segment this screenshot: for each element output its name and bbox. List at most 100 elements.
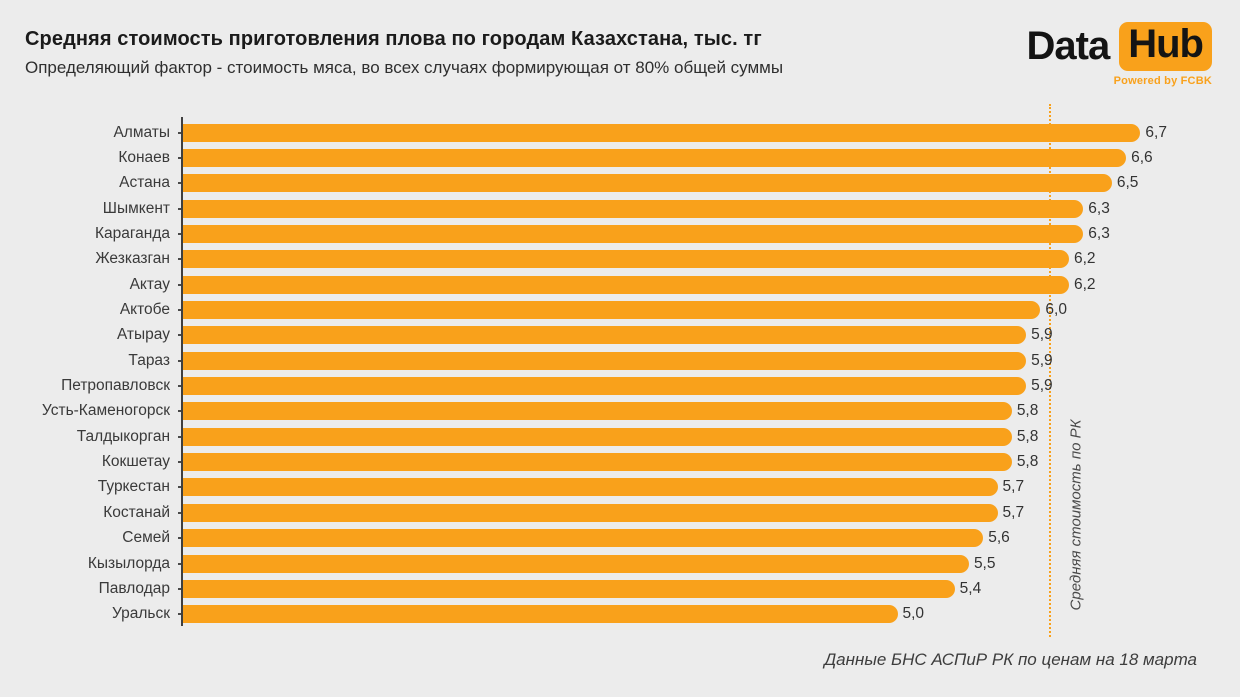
city-label: Жезказган: [95, 250, 170, 268]
axis-tick: [178, 486, 183, 489]
logo-tagline: Powered by FCBK: [1113, 75, 1212, 87]
bar-row: Тараз 5,9: [0, 348, 1240, 373]
bar: [183, 503, 998, 522]
bar: [183, 149, 1127, 168]
datahub-logo: Data Hub Powered by FCBK: [1027, 22, 1212, 87]
axis-tick: [178, 207, 183, 210]
city-label: Шымкент: [102, 199, 170, 217]
bar: [183, 402, 1012, 421]
axis-tick: [178, 258, 183, 261]
bar-row: Кокшетау 5,8: [0, 449, 1240, 474]
axis-tick: [178, 157, 183, 160]
logo-wordmark: Data Hub: [1027, 22, 1212, 71]
bar: [183, 427, 1012, 446]
chart-header: Средняя стоимость приготовления плова по…: [25, 28, 783, 78]
city-label: Петропавловск: [61, 377, 170, 395]
bar-row: Павлодар 5,4: [0, 576, 1240, 601]
bar-value-label: 5,6: [988, 529, 1010, 547]
axis-tick: [178, 511, 183, 514]
bar-row: Алматы 6,7: [0, 120, 1240, 145]
bar-row: Шымкент 6,3: [0, 196, 1240, 221]
axis-tick: [178, 233, 183, 236]
city-label: Атырау: [116, 326, 170, 344]
bar: [183, 225, 1084, 244]
city-label: Актау: [129, 275, 170, 293]
axis-tick: [178, 309, 183, 312]
bar-row: Атырау 5,9: [0, 323, 1240, 348]
bar-row: Актау 6,2: [0, 272, 1240, 297]
city-label: Туркестан: [97, 478, 170, 496]
axis-tick: [178, 283, 183, 286]
y-axis-line: [181, 117, 183, 626]
bar: [183, 123, 1141, 142]
bar-value-label: 6,6: [1131, 149, 1153, 167]
bar-value-label: 6,2: [1073, 250, 1096, 268]
bar-row: Актобе 6,0: [0, 297, 1240, 322]
bar: [183, 554, 969, 573]
axis-tick: [178, 182, 183, 185]
axis-tick: [178, 131, 183, 134]
bar: [183, 453, 1012, 472]
axis-tick: [178, 461, 183, 464]
bar-value-label: 6,0: [1045, 301, 1067, 319]
bar: [183, 579, 955, 598]
source-note: Данные БНС АСПиР РК по ценам на 18 марта: [824, 650, 1197, 669]
city-label: Конаев: [118, 149, 170, 167]
bar-row: Петропавловск 5,9: [0, 373, 1240, 398]
average-reference-line: [1048, 104, 1051, 637]
bar-value-label: 6,2: [1073, 275, 1096, 293]
axis-tick: [178, 613, 183, 616]
bar-value-label: 6,7: [1145, 123, 1167, 141]
axis-tick: [178, 587, 183, 590]
axis-tick: [178, 334, 183, 337]
bar-value-label: 5,8: [1016, 453, 1039, 471]
city-label: Астана: [119, 174, 170, 192]
city-label: Семей: [122, 529, 170, 547]
bar: [183, 529, 984, 548]
bar-row: Семей 5,6: [0, 526, 1240, 551]
bar: [183, 377, 1027, 396]
bar-row: Астана 6,5: [0, 171, 1240, 196]
axis-tick: [178, 562, 183, 565]
bar-row: Кызылорда 5,5: [0, 551, 1240, 576]
bar: [183, 326, 1027, 345]
bar: [183, 174, 1112, 193]
chart-subtitle: Определяющий фактор - стоимость мяса, во…: [25, 58, 784, 77]
city-label: Тараз: [128, 351, 170, 369]
bar-value-label: 6,3: [1088, 225, 1110, 243]
bar-row: Конаев 6,6: [0, 145, 1240, 170]
axis-tick: [178, 385, 183, 388]
bar-row: Жезказган 6,2: [0, 247, 1240, 272]
city-label: Алматы: [113, 123, 170, 141]
bar: [183, 605, 898, 624]
bar-value-label: 5,7: [1002, 478, 1025, 496]
city-label: Кокшетау: [101, 453, 170, 471]
city-label: Кызылорда: [87, 554, 170, 572]
bar-value-label: 5,8: [1016, 427, 1039, 445]
chart-title: Средняя стоимость приготовления плова по…: [25, 28, 762, 50]
city-label: Усть-Каменогорск: [41, 402, 170, 420]
bar-value-label: 5,9: [1031, 326, 1053, 344]
bar-value-label: 5,9: [1031, 377, 1053, 395]
bar-row: Костанай 5,7: [0, 500, 1240, 525]
bar: [183, 199, 1084, 218]
axis-tick: [178, 435, 183, 438]
city-label: Караганда: [94, 225, 170, 243]
bar: [183, 478, 998, 497]
bar-value-label: 5,8: [1016, 402, 1039, 420]
bar-row: Туркестан 5,7: [0, 475, 1240, 500]
city-label: Актобе: [119, 301, 170, 319]
city-label: Талдыкорган: [76, 427, 170, 445]
bar: [183, 351, 1027, 370]
axis-tick: [178, 537, 183, 540]
logo-text-data: Data: [1026, 24, 1111, 68]
bar-value-label: 5,4: [959, 579, 982, 597]
average-reference-line-label: Средняя стоимость по РК: [1067, 419, 1085, 611]
axis-tick: [178, 410, 183, 413]
city-label: Павлодар: [98, 579, 170, 597]
bar-value-label: 6,5: [1116, 174, 1139, 192]
bar-value-label: 5,5: [973, 554, 996, 572]
city-label: Уральск: [111, 605, 170, 623]
bar: [183, 301, 1041, 320]
bar-value-label: 5,7: [1002, 503, 1025, 521]
